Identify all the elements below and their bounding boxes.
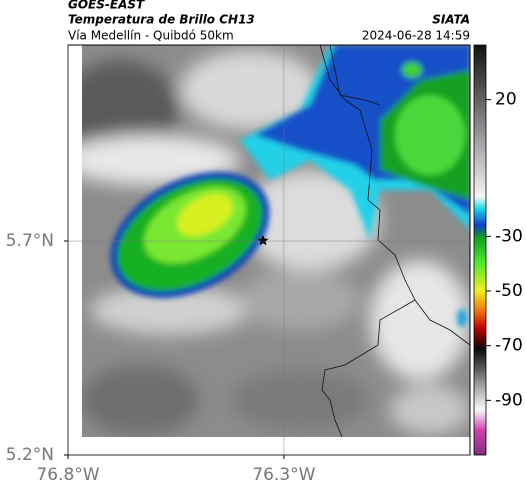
colorbar-label: -50 — [495, 281, 523, 301]
colorbar-label: -70 — [495, 336, 523, 356]
satellite-image — [82, 45, 470, 437]
colorbar-label: 20 — [495, 90, 517, 110]
colorbar-label: -30 — [495, 226, 523, 246]
y-tick-label: 5.7°N — [6, 231, 54, 251]
y-tick-label: 5.2°N — [6, 445, 54, 465]
region: Vía Medellín - Quibdó 50km — [68, 29, 234, 43]
colorbar-label: -90 — [495, 390, 523, 410]
satellite: GOES-EAST — [68, 0, 145, 12]
x-tick-label: 76.3°W — [252, 465, 315, 485]
colorbar — [473, 44, 487, 456]
x-tick-label: 76.8°W — [36, 465, 99, 485]
datetime: 2024-06-28 14:59 — [362, 29, 470, 43]
product: Temperatura de Brillo CH13 — [68, 13, 255, 27]
location-star — [257, 235, 269, 246]
agency: SIATA — [432, 13, 470, 27]
